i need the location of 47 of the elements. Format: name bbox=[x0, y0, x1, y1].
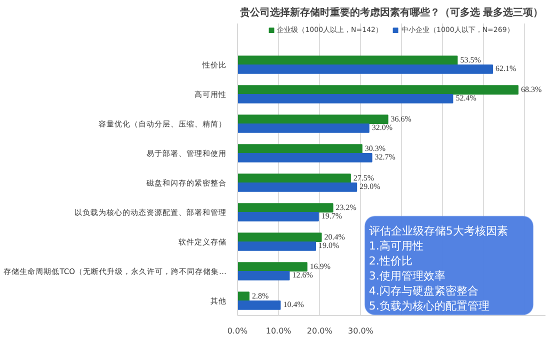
annotation: 5.负载为核心的配置管理 bbox=[368, 300, 490, 313]
bar bbox=[238, 212, 319, 222]
annotation: 1.高可用性 bbox=[368, 240, 424, 253]
bar bbox=[238, 144, 362, 154]
data-label: 10.4% bbox=[283, 300, 304, 310]
data-label: 23.2% bbox=[336, 202, 357, 212]
annotation: 2.性价比 bbox=[368, 254, 412, 268]
data-label: 68.3% bbox=[520, 84, 542, 94]
data-label: 62.1% bbox=[496, 64, 517, 74]
annotation: 4.闪存与硬盘紧密整合 bbox=[368, 284, 478, 298]
annotation: 3.使用管理效率 bbox=[368, 270, 446, 283]
data-label: 29.0% bbox=[360, 182, 381, 192]
x-tick-label: 20.0% bbox=[306, 326, 333, 336]
bar bbox=[238, 270, 290, 280]
bar bbox=[238, 241, 316, 251]
data-label: 12.6% bbox=[292, 270, 314, 280]
data-label: 27.5% bbox=[353, 173, 374, 182]
data-label: 32.7% bbox=[374, 152, 396, 162]
bar bbox=[238, 182, 358, 192]
bar bbox=[238, 203, 334, 213]
bar bbox=[238, 232, 322, 242]
data-label: 30.3% bbox=[364, 144, 386, 153]
annotation: 评估企业级存储5大考核因素 bbox=[368, 224, 508, 238]
bar bbox=[238, 292, 250, 302]
bar bbox=[238, 124, 370, 133]
bar bbox=[238, 300, 281, 310]
bar bbox=[238, 153, 372, 162]
bar bbox=[238, 94, 454, 104]
data-label: 36.6% bbox=[390, 114, 412, 124]
data-label: 2.8% bbox=[252, 291, 269, 300]
bar bbox=[238, 262, 308, 272]
data-label: 20.4% bbox=[324, 232, 346, 242]
data-label: 52.4% bbox=[456, 94, 477, 103]
chart-title: 贵公司选择新存储时重要的考虑因素有哪些？（可多选 最多选三项） bbox=[238, 6, 544, 18]
bar bbox=[238, 64, 494, 74]
data-label: 32.0% bbox=[372, 123, 393, 132]
x-tick-label: 0.0% bbox=[227, 326, 248, 336]
bar bbox=[238, 114, 388, 124]
x-tick-label: 10.0% bbox=[266, 326, 292, 336]
bar bbox=[238, 56, 458, 66]
data-label: 19.0% bbox=[318, 241, 340, 250]
data-label: 16.9% bbox=[310, 262, 331, 271]
data-label: 53.5% bbox=[460, 55, 482, 64]
data-label: 19.7% bbox=[321, 212, 342, 221]
bar bbox=[238, 85, 518, 95]
x-tick-label: 30.0% bbox=[348, 326, 374, 336]
bar bbox=[238, 174, 351, 184]
